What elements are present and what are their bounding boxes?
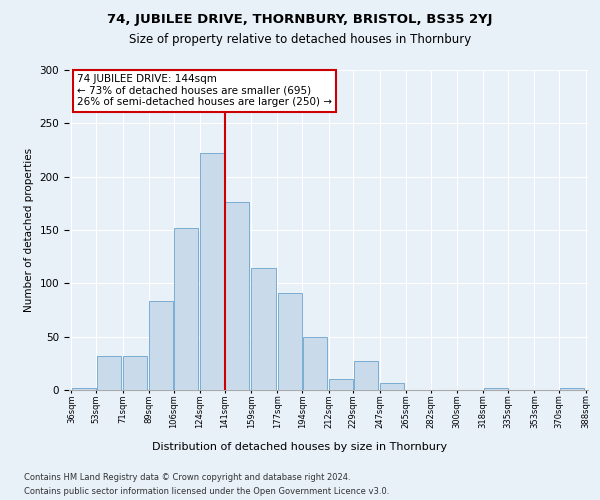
Bar — [225, 202, 249, 390]
Bar — [278, 293, 302, 390]
Text: Contains HM Land Registry data © Crown copyright and database right 2024.: Contains HM Land Registry data © Crown c… — [24, 472, 350, 482]
Text: Contains public sector information licensed under the Open Government Licence v3: Contains public sector information licen… — [24, 488, 389, 496]
Text: 74, JUBILEE DRIVE, THORNBURY, BRISTOL, BS35 2YJ: 74, JUBILEE DRIVE, THORNBURY, BRISTOL, B… — [107, 12, 493, 26]
Text: Distribution of detached houses by size in Thornbury: Distribution of detached houses by size … — [152, 442, 448, 452]
Bar — [72, 388, 96, 390]
Bar — [353, 361, 378, 390]
Bar — [560, 388, 584, 390]
Text: Size of property relative to detached houses in Thornbury: Size of property relative to detached ho… — [129, 32, 471, 46]
Text: 74 JUBILEE DRIVE: 144sqm
← 73% of detached houses are smaller (695)
26% of semi-: 74 JUBILEE DRIVE: 144sqm ← 73% of detach… — [77, 74, 332, 108]
Bar — [329, 380, 353, 390]
Bar — [200, 153, 224, 390]
Bar — [149, 302, 173, 390]
Bar — [97, 356, 121, 390]
Bar — [302, 336, 326, 390]
Bar — [251, 268, 275, 390]
Bar — [380, 382, 404, 390]
Y-axis label: Number of detached properties: Number of detached properties — [24, 148, 34, 312]
Bar — [174, 228, 198, 390]
Bar — [123, 356, 147, 390]
Bar — [484, 388, 508, 390]
